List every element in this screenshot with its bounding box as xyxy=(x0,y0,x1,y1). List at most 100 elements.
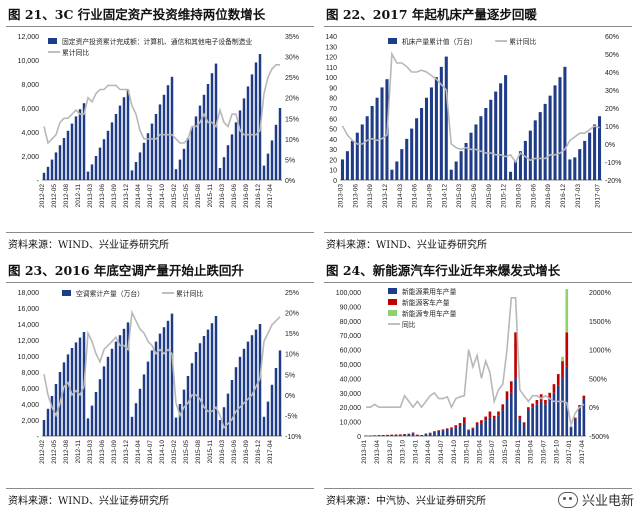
bar xyxy=(509,381,513,393)
bar xyxy=(142,142,146,180)
bar xyxy=(146,361,150,436)
bar xyxy=(480,423,483,436)
bar xyxy=(162,94,166,180)
y-tick-label-left: 16,000 xyxy=(18,306,40,313)
chart-fig21: - 2,000 4,000 6,000 8,000 10,000 12,000 0% 5% 10%… xyxy=(18,34,299,208)
x-tick-label: 2013-12 xyxy=(123,440,130,464)
series-line xyxy=(366,297,585,428)
bar xyxy=(501,404,505,411)
bar xyxy=(437,430,441,436)
x-tick-label: 2014-07 xyxy=(147,184,154,208)
y-tick-label-right: 5% xyxy=(285,372,295,379)
bar xyxy=(489,99,493,180)
bar xyxy=(46,408,50,436)
x-tick-label: 2016-07 xyxy=(540,440,547,464)
x-tick-label: 2013-03 xyxy=(87,184,94,208)
y-tick-label-left: 18,000 xyxy=(18,290,40,297)
bar xyxy=(106,356,110,436)
bar xyxy=(561,361,564,379)
bar xyxy=(218,168,222,180)
y-tick-label-left: - xyxy=(37,178,40,185)
legend-swatch xyxy=(48,38,57,44)
y-tick-label-right: 25% xyxy=(285,290,299,297)
bar xyxy=(386,434,389,436)
bar xyxy=(198,105,202,180)
bar xyxy=(509,392,513,436)
source-divider xyxy=(6,232,314,233)
bar xyxy=(364,435,368,436)
bar xyxy=(66,130,70,180)
bar xyxy=(154,114,158,180)
bar xyxy=(437,430,441,431)
bar xyxy=(186,376,190,436)
y-tick-label-left: 90 xyxy=(329,85,337,92)
bar xyxy=(556,374,560,386)
bar xyxy=(174,169,178,180)
bar xyxy=(505,391,509,400)
x-tick-label: 2016-01 xyxy=(515,440,522,464)
bar xyxy=(202,94,206,180)
x-tick-label: 2014-10 xyxy=(159,440,166,464)
y-tick-label-left: 12,000 xyxy=(18,34,40,41)
x-tick-label: 2016-12 xyxy=(255,184,262,208)
bar xyxy=(250,74,254,180)
bar xyxy=(475,424,479,436)
bar xyxy=(206,329,210,436)
bar xyxy=(411,432,415,434)
bar xyxy=(74,116,78,180)
bar xyxy=(553,85,557,180)
bar xyxy=(278,108,282,180)
bar xyxy=(514,378,517,436)
bar xyxy=(499,83,503,180)
bar xyxy=(350,140,354,180)
bar xyxy=(416,434,419,436)
x-tick-label: 2016-09 xyxy=(243,184,250,208)
bar xyxy=(424,97,429,180)
x-tick-label: 2012-08 xyxy=(63,440,70,464)
bar xyxy=(514,332,517,379)
bar xyxy=(74,342,78,436)
y-tick-label-right: 0% xyxy=(285,178,295,185)
bar xyxy=(274,368,278,436)
bar xyxy=(561,378,564,436)
bar xyxy=(528,130,532,180)
y-tick-label-left: 20 xyxy=(329,157,337,164)
chart-panel-fig24: 图 24、新能源汽车行业近年来爆发式增长 0 10,000 20,000 30,000… xyxy=(324,258,632,510)
chart-fig22: 0 10 20 30 40 50 60 70 80 90 100 110 120 130 140 -20% -1… xyxy=(325,34,621,208)
bar xyxy=(130,170,134,180)
legend-label: 累计同比 xyxy=(509,37,536,46)
y-tick-label-right: 25% xyxy=(285,75,299,82)
bar xyxy=(250,335,254,436)
bar xyxy=(369,435,372,437)
y-tick-label-right: 50% xyxy=(605,52,619,59)
bar xyxy=(182,148,186,180)
bar xyxy=(538,112,542,180)
bar xyxy=(210,73,214,180)
bar xyxy=(114,341,118,436)
x-tick-label: 2014-12 xyxy=(441,184,448,208)
bar xyxy=(50,159,54,180)
bar xyxy=(416,434,419,436)
bar xyxy=(98,379,102,436)
bar xyxy=(246,86,250,180)
x-tick-label: 2014-04 xyxy=(135,184,142,208)
x-tick-label: 2016-06 xyxy=(231,184,238,208)
bar xyxy=(238,110,242,180)
bar xyxy=(531,407,534,436)
bar xyxy=(420,108,424,180)
x-tick-label: 2016-10 xyxy=(553,440,560,464)
y-tick-label-right: 500% xyxy=(589,376,607,383)
wechat-icon xyxy=(557,491,578,508)
y-tick-label-left: 2,000 xyxy=(21,418,39,425)
y-tick-label-left: 4,000 xyxy=(21,402,39,409)
x-tick-label: 2013-09 xyxy=(111,184,118,208)
bar xyxy=(90,164,94,180)
x-tick-label: 2017-01 xyxy=(566,440,573,464)
chart-fig24: 0 10,000 20,000 30,000 40,000 50,000 60,000 70,… xyxy=(336,287,611,464)
bar xyxy=(574,417,577,419)
bar xyxy=(492,415,496,419)
bar xyxy=(42,420,46,436)
bar xyxy=(471,427,475,429)
x-tick-label: 2014-04 xyxy=(425,440,432,464)
bar xyxy=(166,320,170,436)
